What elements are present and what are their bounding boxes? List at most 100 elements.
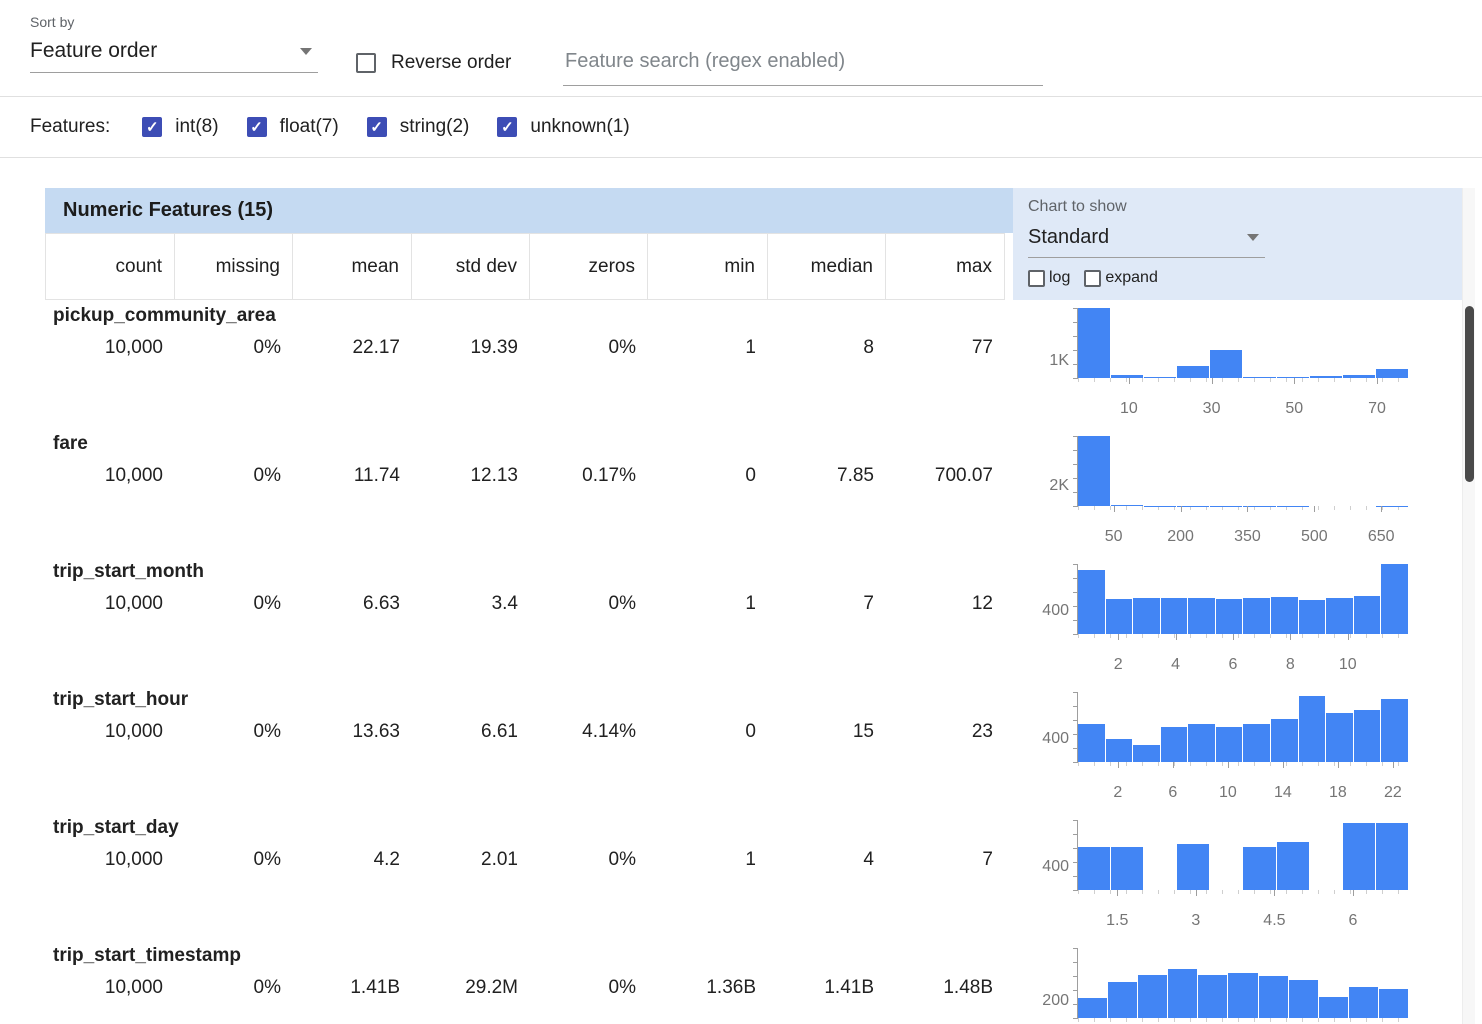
histogram-bar[interactable] xyxy=(1160,727,1188,762)
histogram-bar[interactable] xyxy=(1318,997,1348,1018)
stat-value: 0% xyxy=(608,593,636,614)
histogram-bar[interactable] xyxy=(1133,598,1160,634)
y-axis-tick xyxy=(1073,720,1078,721)
histogram-bar[interactable] xyxy=(1243,376,1276,378)
y-axis-tick xyxy=(1073,492,1078,493)
stat-value: 0% xyxy=(253,721,281,742)
y-tick-label: 200 xyxy=(1042,992,1069,1010)
histogram-bar[interactable] xyxy=(1215,599,1243,634)
histogram-bar[interactable] xyxy=(1105,738,1133,762)
stat-value: 13.63 xyxy=(352,721,400,742)
histogram-bar[interactable] xyxy=(1078,436,1111,506)
feature-stats: 10,000 0% 13.63 6.61 4.14% 0 15 23 xyxy=(45,721,1005,743)
x-axis-tick xyxy=(1353,890,1354,896)
histogram-bar[interactable] xyxy=(1111,375,1144,378)
histogram-bar[interactable] xyxy=(1342,375,1375,378)
histogram-bar[interactable] xyxy=(1375,368,1408,378)
histogram-bar[interactable] xyxy=(1138,974,1168,1018)
x-tick-label: 30 xyxy=(1202,400,1221,417)
table-title: Numeric Features (15) xyxy=(63,199,274,221)
histogram-bar[interactable] xyxy=(1326,713,1353,762)
expand-checkbox[interactable]: expand xyxy=(1084,269,1158,287)
histogram-bar[interactable] xyxy=(1375,822,1408,890)
feature-filter[interactable]: ✓ unknown(1) xyxy=(497,116,630,138)
histogram-bar[interactable] xyxy=(1326,597,1353,634)
feature-row: fare 10,000 0% 11.74 12.13 0.17% 0 7.85 700.07 50… xyxy=(45,428,1462,556)
histogram-bars xyxy=(1078,564,1408,634)
histogram-bar[interactable] xyxy=(1243,598,1271,634)
histogram-bar[interactable] xyxy=(1111,505,1144,506)
stat-value: 0% xyxy=(253,977,281,998)
histogram-bar[interactable] xyxy=(1353,595,1381,634)
histogram-bar[interactable] xyxy=(1276,842,1309,890)
histogram-bar[interactable] xyxy=(1288,979,1318,1018)
y-axis-tick xyxy=(1073,478,1078,479)
feature-name: trip_start_month xyxy=(53,561,204,582)
histogram-bar[interactable] xyxy=(1271,718,1298,762)
histogram-bars xyxy=(1078,948,1409,1018)
histogram-bar[interactable] xyxy=(1168,969,1198,1018)
histogram-bar[interactable] xyxy=(1133,744,1160,762)
x-axis-tick xyxy=(1337,762,1339,768)
histogram-bar[interactable] xyxy=(1342,822,1375,890)
histogram-bar[interactable] xyxy=(1378,988,1409,1018)
scrollbar[interactable] xyxy=(1462,188,1475,1024)
y-axis-tick xyxy=(1073,634,1078,635)
feature-search-input[interactable] xyxy=(563,46,1043,86)
feature-histogram: 200 xyxy=(1013,940,1462,1024)
histogram-bar[interactable] xyxy=(1298,600,1326,634)
feature-filter[interactable]: ✓ string(2) xyxy=(366,116,469,138)
histogram-bar[interactable] xyxy=(1160,598,1188,634)
histogram-bar[interactable] xyxy=(1348,986,1378,1018)
histogram-bar[interactable] xyxy=(1381,564,1408,634)
histogram-bar[interactable] xyxy=(1215,727,1243,762)
histogram-bar[interactable] xyxy=(1381,699,1408,762)
feature-filter[interactable]: ✓ float(7) xyxy=(246,116,339,138)
x-axis-tick xyxy=(1180,506,1182,512)
histogram-bar[interactable] xyxy=(1271,596,1298,634)
histogram-bar[interactable] xyxy=(1298,695,1326,762)
scrollbar-thumb[interactable] xyxy=(1465,306,1474,482)
x-tick-label: 6 xyxy=(1348,912,1358,929)
histogram-bar[interactable] xyxy=(1210,350,1243,378)
stat-value: 29.2M xyxy=(465,977,518,998)
histogram-bar[interactable] xyxy=(1108,981,1138,1018)
histogram-bar[interactable] xyxy=(1243,846,1276,890)
histogram-bar[interactable] xyxy=(1353,709,1381,762)
feature-histogram: 1.5 3 4.5 6 400 xyxy=(1013,812,1462,940)
x-tick-label: 10 xyxy=(1338,656,1357,673)
log-checkbox[interactable]: log xyxy=(1028,269,1070,287)
histogram-bar[interactable] xyxy=(1228,973,1258,1018)
histogram-bar[interactable] xyxy=(1309,375,1342,378)
chart-controls-panel: Chart to show Standard log expand xyxy=(1013,188,1462,300)
histogram-bar[interactable] xyxy=(1144,376,1177,378)
histogram-bar[interactable] xyxy=(1078,998,1108,1018)
histogram-bar[interactable] xyxy=(1243,723,1271,762)
histogram-bar[interactable] xyxy=(1188,723,1215,762)
chart-type-select[interactable]: Standard xyxy=(1028,221,1265,258)
histogram-bar[interactable] xyxy=(1177,366,1210,378)
y-axis-tick xyxy=(1073,464,1078,465)
histogram-bar[interactable] xyxy=(1078,308,1111,378)
x-axis-tick xyxy=(1294,378,1296,384)
x-axis-minor-ticks xyxy=(1078,890,1408,894)
histogram-bar[interactable] xyxy=(1078,846,1111,890)
stat-value: 0% xyxy=(253,465,281,486)
histogram-bar[interactable] xyxy=(1177,843,1210,890)
histogram-bar[interactable] xyxy=(1078,723,1105,762)
y-tick-label: 400 xyxy=(1042,729,1069,747)
histogram-bar[interactable] xyxy=(1105,599,1133,634)
y-tick-label: 1K xyxy=(1049,352,1069,370)
histogram-bar[interactable] xyxy=(1078,569,1105,634)
histogram-bar[interactable] xyxy=(1258,976,1288,1018)
x-axis-tick xyxy=(1118,634,1120,640)
feature-filter[interactable]: ✓ int(8) xyxy=(142,116,219,138)
histogram-bar[interactable] xyxy=(1111,846,1144,890)
x-tick-label: 22 xyxy=(1383,784,1402,801)
histogram-bar[interactable] xyxy=(1188,597,1215,634)
sort-by-select[interactable]: Feature order xyxy=(30,32,318,73)
reverse-order-checkbox[interactable]: Reverse order xyxy=(356,52,511,74)
sort-by: Sort by Feature order xyxy=(30,14,318,73)
histogram-bar[interactable] xyxy=(1198,974,1228,1018)
histogram-bar[interactable] xyxy=(1276,377,1309,378)
